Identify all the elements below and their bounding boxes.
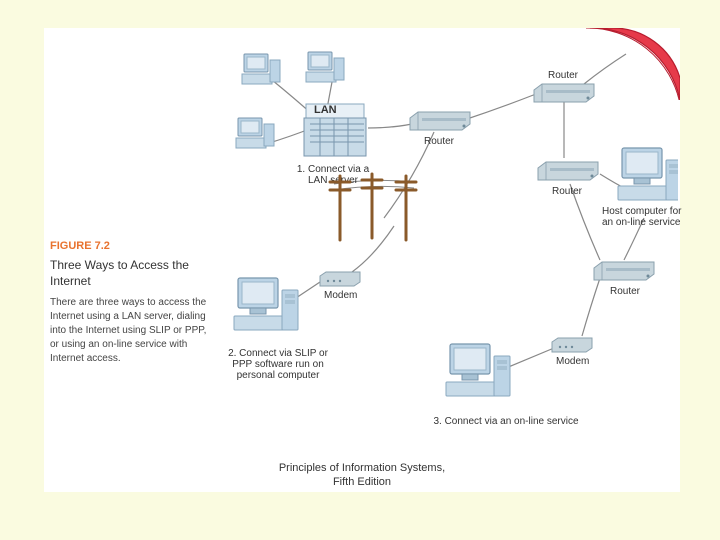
figure-caption: There are three ways to access the Inter… bbox=[50, 296, 218, 366]
lan-pc-2 bbox=[304, 50, 348, 90]
step3-label: 3. Connect via an on-line service bbox=[430, 416, 582, 427]
router-1 bbox=[408, 110, 472, 134]
host-label: Host computer for an on-line service bbox=[602, 206, 682, 228]
phone-poles bbox=[326, 168, 436, 248]
lan-pc-3 bbox=[234, 116, 278, 156]
figure-title: Three Ways to Access the Internet bbox=[50, 258, 210, 289]
router-3-label: Router bbox=[552, 186, 582, 197]
modem-2 bbox=[550, 336, 594, 354]
figure-label: FIGURE 7.2 bbox=[50, 240, 110, 252]
router-4 bbox=[592, 260, 656, 284]
page-canvas: I n t e r n e t FIGURE 7.2 Three Ways to… bbox=[44, 28, 680, 492]
step2-label: 2. Connect via SLIP or PPP software run … bbox=[224, 348, 332, 381]
modem-2-label: Modem bbox=[556, 356, 589, 367]
lan-pc-1 bbox=[240, 52, 284, 92]
lan-label: LAN bbox=[314, 104, 337, 116]
router-1-label: Router bbox=[424, 136, 454, 147]
host-computer bbox=[616, 146, 678, 206]
router-2-label: Router bbox=[548, 70, 578, 81]
pc-online-service bbox=[444, 342, 516, 412]
footer-line2: Fifth Edition bbox=[44, 476, 680, 488]
footer-line1: Principles of Information Systems, bbox=[44, 462, 680, 474]
router-3 bbox=[536, 160, 600, 184]
router-2 bbox=[532, 82, 596, 106]
modem-1-label: Modem bbox=[324, 290, 357, 301]
router-4-label: Router bbox=[610, 286, 640, 297]
pc-slip-ppp bbox=[232, 276, 304, 346]
modem-1 bbox=[318, 270, 362, 288]
